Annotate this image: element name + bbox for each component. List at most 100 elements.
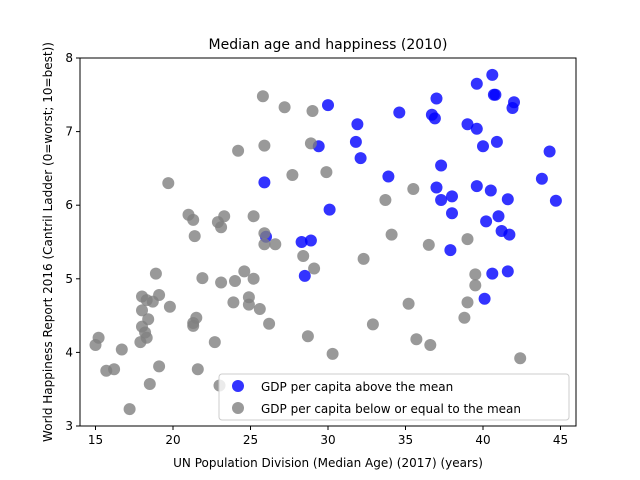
point-above-mean	[486, 68, 499, 81]
legend: GDP per capita above the mean GDP per ca…	[218, 373, 570, 421]
point-above-mean	[322, 99, 334, 112]
legend-label-above-mean: GDP per capita above the mean	[261, 380, 453, 394]
point-below-mean	[108, 363, 121, 376]
point-above-mean	[393, 106, 406, 119]
point-above-mean	[478, 292, 491, 305]
point-below-mean	[258, 238, 271, 251]
point-above-mean	[470, 180, 483, 193]
point-below-mean	[123, 403, 136, 416]
point-above-mean	[323, 203, 336, 216]
point-below-mean	[269, 238, 282, 251]
point-above-mean	[490, 135, 503, 148]
point-below-mean	[143, 378, 156, 390]
point-above-mean	[470, 122, 483, 135]
point-below-mean	[385, 228, 398, 241]
point-below-mean	[146, 295, 159, 308]
point-below-mean	[247, 210, 260, 223]
point-above-mean	[470, 77, 483, 90]
point-above-mean	[354, 152, 367, 165]
point-above-mean	[503, 228, 516, 241]
point-below-mean	[461, 233, 474, 246]
point-below-mean	[115, 343, 128, 356]
point-below-mean	[357, 252, 370, 265]
point-above-mean	[486, 267, 499, 280]
point-above-mean	[382, 170, 395, 183]
point-below-mean	[163, 300, 176, 313]
y-axis-label: World Happiness Report 2016 (Cantril Lad…	[41, 42, 55, 442]
point-above-mean	[461, 118, 474, 131]
point-below-mean	[89, 339, 102, 351]
y-axis: 3 4 5 6 7 8	[65, 51, 80, 433]
point-below-mean	[407, 183, 420, 195]
point-below-mean	[253, 303, 266, 315]
x-tick-label: 15	[88, 433, 103, 447]
point-below-mean	[188, 230, 201, 243]
point-above-mean	[484, 184, 497, 197]
point-below-mean	[247, 272, 260, 285]
point-below-mean	[134, 336, 147, 349]
point-below-mean	[297, 250, 310, 262]
point-below-mean	[215, 276, 228, 289]
point-below-mean	[469, 268, 482, 281]
point-below-mean	[242, 298, 255, 311]
point-below-mean	[424, 339, 437, 351]
point-below-mean	[422, 238, 435, 251]
legend-marker-above-mean	[232, 380, 244, 392]
y-tick-label: 5	[65, 272, 73, 286]
point-above-mean	[480, 215, 493, 228]
point-below-mean	[278, 101, 291, 114]
point-below-mean	[306, 105, 319, 117]
point-above-mean	[543, 145, 556, 158]
point-above-mean	[506, 102, 519, 114]
point-above-mean	[492, 210, 505, 223]
point-below-mean	[379, 194, 392, 206]
point-below-mean	[301, 330, 314, 343]
point-below-mean	[258, 227, 271, 240]
point-below-mean	[208, 336, 221, 349]
point-below-mean	[458, 311, 471, 324]
point-below-mean	[153, 360, 166, 373]
point-below-mean	[326, 347, 339, 360]
legend-label-below-mean: GDP per capita below or equal to the mea…	[261, 402, 521, 416]
point-above-mean	[489, 88, 502, 101]
y-tick-label: 3	[65, 419, 73, 433]
point-below-mean	[469, 279, 482, 292]
chart-title: Median age and happiness (2010)	[209, 37, 448, 53]
y-tick-label: 6	[65, 198, 73, 212]
point-below-mean	[366, 318, 379, 331]
point-below-mean	[191, 363, 204, 376]
point-below-mean	[514, 352, 527, 365]
point-below-mean	[187, 213, 200, 226]
x-tick-label: 20	[165, 433, 180, 447]
y-tick-label: 7	[65, 125, 73, 139]
point-above-mean	[430, 92, 443, 105]
point-below-mean	[227, 296, 240, 309]
point-above-mean	[428, 112, 441, 125]
point-below-mean	[162, 177, 175, 190]
point-below-mean	[229, 275, 241, 287]
point-above-mean	[349, 135, 362, 148]
point-below-mean	[263, 317, 276, 330]
point-above-mean	[535, 172, 548, 185]
point-above-mean	[258, 176, 271, 189]
y-tick-label: 8	[65, 51, 73, 65]
legend-marker-below-mean	[232, 402, 244, 414]
legend-box	[218, 373, 570, 421]
point-below-mean	[232, 144, 245, 157]
point-above-mean	[435, 159, 448, 172]
point-below-mean	[136, 304, 148, 317]
x-tick-label: 45	[553, 433, 568, 447]
x-tick-label: 35	[398, 433, 413, 447]
point-below-mean	[410, 333, 423, 346]
point-below-mean	[238, 265, 251, 278]
point-below-mean	[215, 221, 228, 234]
point-below-mean	[461, 296, 474, 309]
point-below-mean	[196, 272, 209, 285]
point-below-mean	[258, 139, 271, 152]
point-above-mean	[446, 207, 458, 220]
point-below-mean	[286, 169, 299, 181]
point-above-mean	[501, 193, 514, 206]
point-below-mean	[320, 166, 333, 179]
x-tick-label: 40	[475, 433, 490, 447]
